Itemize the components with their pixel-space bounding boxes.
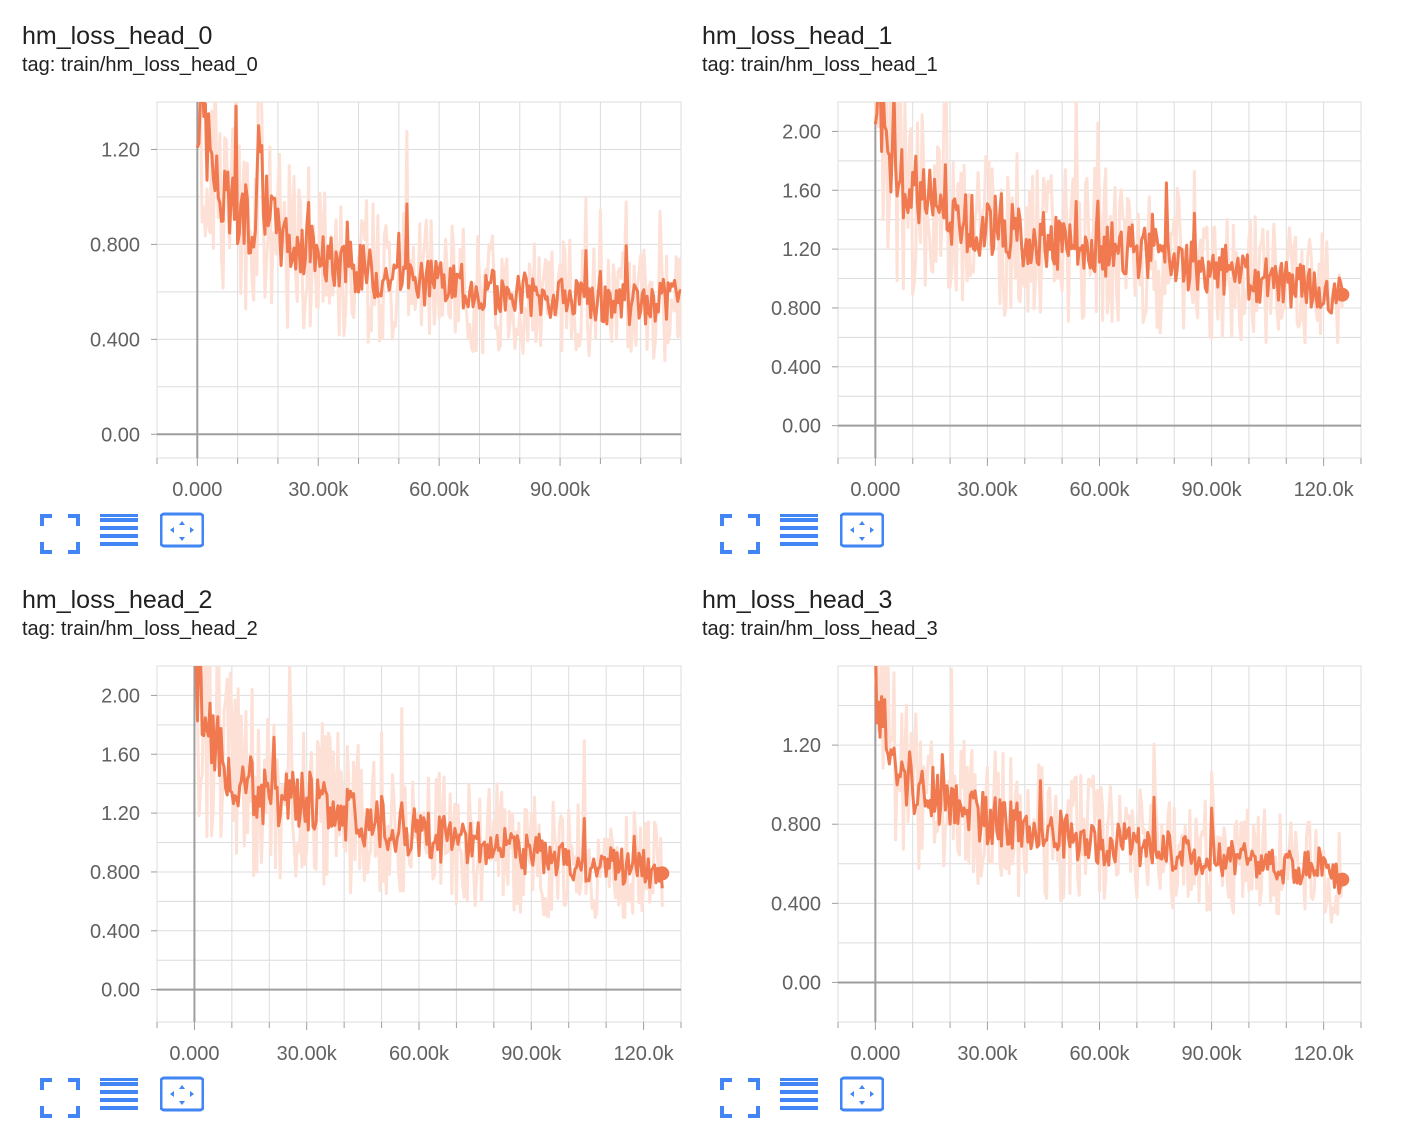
chart-title: hm_loss_head_3: [702, 586, 893, 614]
fullscreen-button[interactable]: [720, 1076, 764, 1120]
raw-series-line: [198, 102, 681, 362]
fullscreen-button[interactable]: [40, 512, 84, 556]
x-tick-label: 90.00k: [1182, 1043, 1243, 1065]
y-tick-label: 0.800: [771, 814, 821, 836]
fullscreen-icon: [720, 1078, 760, 1118]
fit-domain-button[interactable]: [840, 512, 884, 556]
x-tick-label: 0.000: [850, 479, 900, 501]
smoothed-series-line[interactable]: [873, 69, 1344, 315]
x-tick-label: 0.000: [172, 479, 222, 501]
y-tick-label: 2.00: [101, 685, 140, 707]
chart-card: hm_loss_head_3 tag: train/hm_loss_head_3…: [680, 564, 1380, 1124]
x-tick-label: 60.00k: [389, 1043, 450, 1065]
y-tick-label: 0.400: [771, 357, 821, 379]
x-tick-label: 30.00k: [288, 479, 349, 501]
data-selection-button[interactable]: [780, 1076, 824, 1120]
x-tick-label: 60.00k: [1069, 479, 1130, 501]
y-tick-label: 1.60: [782, 180, 821, 202]
y-tick-label: 0.00: [782, 416, 821, 438]
chart-plot[interactable]: 0.00 0.400 0.800 1.20 1.60 2.00 0.000 30.00k 60.…: [680, 0, 1380, 512]
x-tick-label: 30.00k: [957, 479, 1018, 501]
data-selection-icon: [100, 514, 138, 546]
y-tick-label: 1.20: [782, 735, 821, 757]
y-tick-label: 0.400: [771, 893, 821, 915]
fullscreen-icon: [720, 514, 760, 554]
fit-domain-icon: [160, 1076, 204, 1112]
x-tick-label: 120.0k: [1294, 1043, 1355, 1065]
raw-series-line: [873, 666, 1344, 924]
x-tick-label: 120.0k: [1294, 479, 1355, 501]
y-tick-label: 1.20: [101, 139, 140, 161]
fullscreen-button[interactable]: [720, 512, 764, 556]
y-tick-label: 2.00: [782, 121, 821, 143]
smoothed-series-line[interactable]: [195, 67, 681, 327]
smoothed-series-line[interactable]: [874, 644, 1344, 895]
data-selection-button[interactable]: [100, 1076, 144, 1120]
x-tick-label: 0.000: [850, 1043, 900, 1065]
chart-card: hm_loss_head_2 tag: train/hm_loss_head_2…: [0, 564, 700, 1124]
x-tick-label: 0.000: [169, 1043, 219, 1065]
y-tick-label: 0.00: [782, 972, 821, 994]
fit-domain-button[interactable]: [160, 512, 204, 556]
data-selection-button[interactable]: [100, 512, 144, 556]
fit-domain-button[interactable]: [160, 1076, 204, 1120]
y-tick-label: 0.400: [90, 329, 140, 351]
fullscreen-button[interactable]: [40, 1076, 84, 1120]
y-tick-label: 1.60: [101, 744, 140, 766]
chart-title: hm_loss_head_1: [702, 22, 893, 50]
chart-title: hm_loss_head_2: [22, 586, 213, 614]
x-tick-label: 90.00k: [501, 1043, 562, 1065]
chart-tag: tag: train/hm_loss_head_3: [702, 618, 938, 640]
y-tick-label: 1.20: [782, 239, 821, 261]
x-tick-label: 90.00k: [530, 479, 591, 501]
series-end-point[interactable]: [655, 866, 670, 881]
chart-tag: tag: train/hm_loss_head_0: [22, 54, 258, 76]
y-tick-label: 1.20: [101, 803, 140, 825]
chart-tag: tag: train/hm_loss_head_1: [702, 54, 938, 76]
y-tick-label: 0.800: [771, 298, 821, 320]
series-end-point[interactable]: [1335, 287, 1350, 302]
fit-domain-icon: [840, 512, 884, 548]
x-tick-label: 60.00k: [1069, 1043, 1130, 1065]
x-tick-label: 30.00k: [957, 1043, 1018, 1065]
chart-plot[interactable]: 0.00 0.400 0.800 1.20 0.000 30.00k 60.00k 90.00…: [680, 564, 1380, 1076]
data-selection-icon: [780, 1078, 818, 1110]
data-selection-icon: [100, 1078, 138, 1110]
fit-domain-icon: [160, 512, 204, 548]
y-tick-label: 0.400: [90, 921, 140, 943]
chart-plot[interactable]: 0.00 0.400 0.800 1.20 1.60 2.00 0.000 30.00k 60.…: [0, 564, 700, 1076]
fit-domain-button[interactable]: [840, 1076, 884, 1120]
chart-card: hm_loss_head_0 tag: train/hm_loss_head_0…: [0, 0, 700, 560]
raw-series-line: [873, 102, 1344, 345]
y-tick-label: 0.800: [90, 862, 140, 884]
series-end-point[interactable]: [1335, 872, 1350, 887]
x-tick-label: 120.0k: [614, 1043, 675, 1065]
chart-tag: tag: train/hm_loss_head_2: [22, 618, 258, 640]
y-tick-label: 0.800: [90, 234, 140, 256]
x-tick-label: 30.00k: [277, 1043, 338, 1065]
fullscreen-icon: [40, 1078, 80, 1118]
data-selection-icon: [780, 514, 818, 546]
data-selection-button[interactable]: [780, 512, 824, 556]
chart-plot[interactable]: 0.00 0.400 0.800 1.20 0.000 30.00k 60.00k 90.00…: [0, 0, 700, 512]
chart-title: hm_loss_head_0: [22, 22, 213, 50]
x-tick-label: 60.00k: [409, 479, 470, 501]
fullscreen-icon: [40, 514, 80, 554]
y-tick-label: 0.00: [101, 424, 140, 446]
y-tick-label: 0.00: [101, 980, 140, 1002]
x-tick-label: 90.00k: [1182, 479, 1243, 501]
chart-card: hm_loss_head_1 tag: train/hm_loss_head_1…: [680, 0, 1380, 560]
fit-domain-icon: [840, 1076, 884, 1112]
smoothed-series-line[interactable]: [193, 638, 664, 889]
